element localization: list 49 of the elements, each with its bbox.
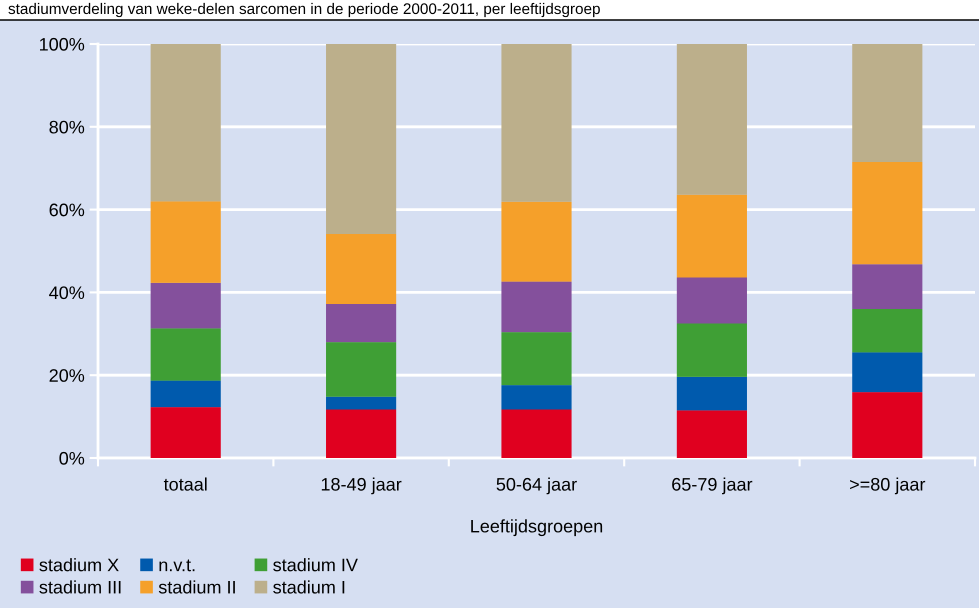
bar	[501, 385, 572, 410]
bar	[150, 328, 221, 381]
bar	[326, 410, 396, 458]
bar	[852, 264, 922, 309]
bar	[852, 308, 922, 352]
y-tick-label: 60%	[50, 204, 84, 216]
bar	[501, 44, 572, 202]
y-tick-label: 20%	[50, 369, 84, 382]
bar	[676, 323, 747, 377]
x-axis-title: Leeftijdsgroepen	[471, 519, 602, 536]
bar	[150, 201, 221, 283]
x-tick-label: >=80 jaar	[850, 477, 926, 494]
bar	[150, 44, 221, 202]
legend-label: stadium III	[39, 580, 121, 594]
bar	[150, 407, 221, 458]
chart-title: stadiumverdeling van weke-delen sarcomen in de periode 2000-2011, per leeftijdsgroep	[8, 2, 600, 18]
bar	[326, 342, 396, 397]
x-tick-label: 50-64 jaar	[496, 477, 577, 494]
legend-label: stadium II	[158, 580, 235, 594]
bar	[326, 396, 396, 410]
y-tick-label: 0%	[59, 452, 84, 465]
bar	[852, 44, 922, 162]
bar	[501, 282, 572, 332]
bar	[150, 380, 221, 408]
legend-label: stadium IV	[273, 558, 358, 572]
bar	[676, 194, 747, 278]
y-tick-label: 40%	[49, 286, 84, 300]
y-tick-label: 100%	[40, 38, 84, 51]
bar	[501, 332, 572, 386]
x-tick-label: 65-79 jaar	[672, 477, 752, 494]
legend-label: stadium I	[273, 580, 344, 594]
x-tick-label: totaal	[164, 477, 207, 491]
bar	[326, 304, 396, 342]
bar	[852, 392, 922, 458]
y-tick-label: 80%	[49, 120, 84, 134]
bar	[676, 410, 747, 458]
bar	[676, 376, 747, 410]
bar	[150, 282, 221, 328]
bar	[852, 352, 922, 392]
bar	[326, 44, 396, 234]
bar	[852, 162, 922, 264]
bar	[501, 202, 572, 282]
legend-label: stadium X	[39, 558, 119, 572]
bar	[501, 410, 572, 458]
legend-label: n.v.t.	[159, 560, 194, 572]
bar	[326, 234, 396, 304]
bar	[676, 44, 747, 195]
bar	[676, 277, 747, 324]
x-tick-label: 18-49 jaar	[322, 477, 402, 494]
